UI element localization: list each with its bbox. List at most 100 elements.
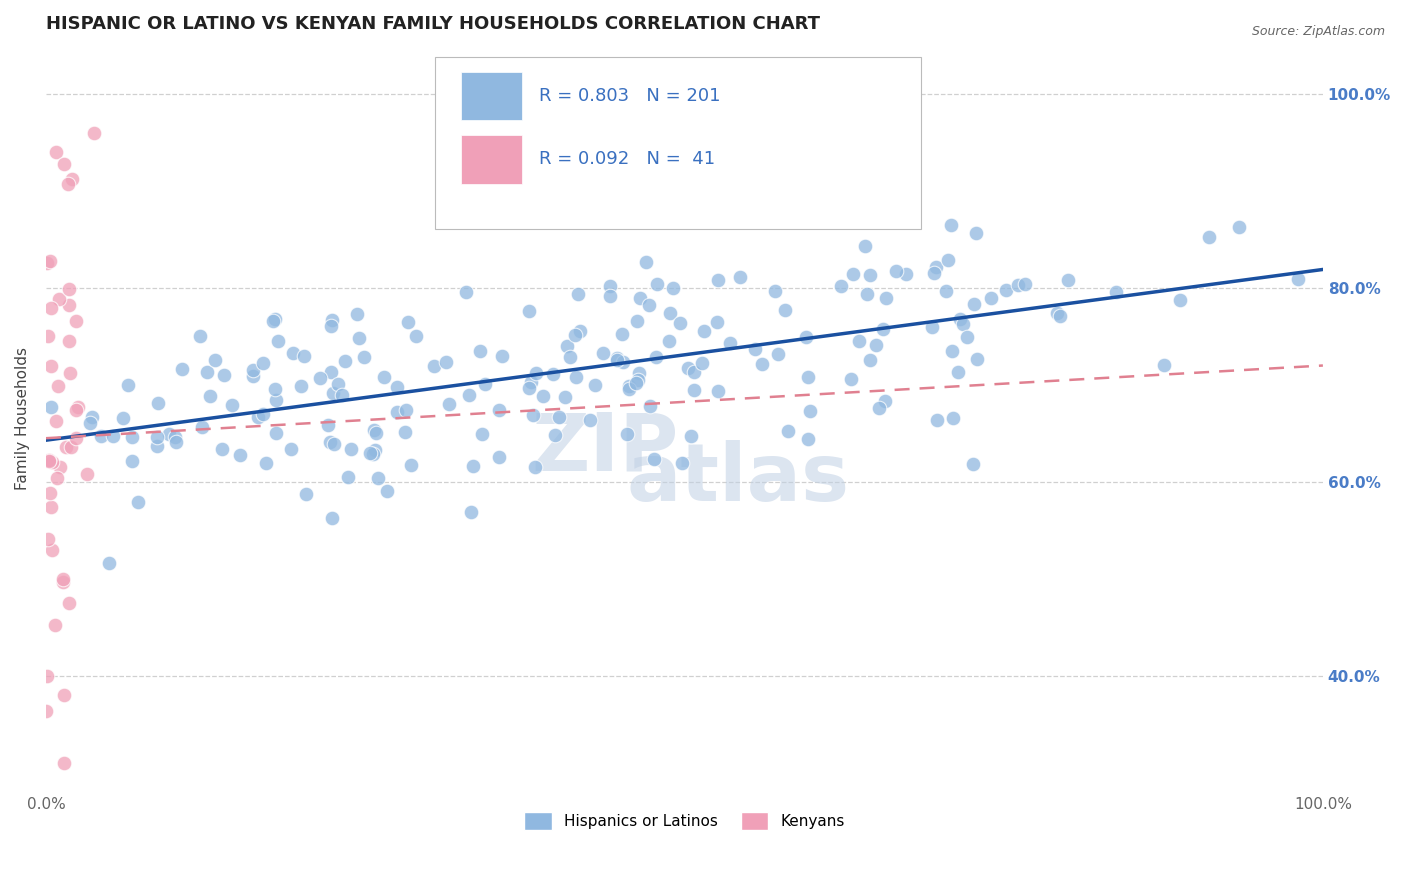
- Point: [488, 403, 510, 417]
- Point: [366, 426, 388, 441]
- Point: [363, 447, 385, 461]
- Point: [1007, 277, 1029, 292]
- Point: [195, 365, 218, 379]
- Point: [645, 277, 668, 292]
- Point: [645, 214, 668, 228]
- Point: [454, 285, 477, 300]
- Point: [53, 688, 76, 702]
- Point: [37, 532, 59, 546]
- Point: [744, 342, 766, 356]
- Point: [569, 324, 592, 338]
- Point: [66, 400, 89, 414]
- Point: [44, 617, 66, 632]
- Point: [946, 365, 969, 379]
- Point: [522, 408, 544, 422]
- Point: [643, 452, 665, 467]
- Point: [669, 316, 692, 330]
- Point: [55, 440, 77, 454]
- Point: [39, 500, 62, 514]
- Point: [693, 324, 716, 338]
- Point: [38, 254, 60, 268]
- Point: [583, 378, 606, 392]
- Point: [59, 366, 82, 380]
- Point: [884, 264, 907, 278]
- Point: [681, 429, 703, 443]
- Point: [628, 292, 651, 306]
- Text: HISPANIC OR LATINO VS KENYAN FAMILY HOUSEHOLDS CORRELATION CHART: HISPANIC OR LATINO VS KENYAN FAMILY HOUS…: [46, 15, 820, 33]
- Point: [434, 354, 457, 368]
- Point: [616, 426, 638, 441]
- Point: [48, 293, 70, 307]
- Point: [58, 298, 80, 312]
- Point: [865, 338, 887, 352]
- Point: [38, 452, 60, 467]
- Point: [308, 371, 330, 385]
- Point: [592, 346, 614, 360]
- Point: [423, 359, 446, 374]
- Point: [692, 356, 714, 370]
- Point: [548, 410, 571, 425]
- Point: [461, 458, 484, 473]
- Point: [41, 455, 63, 469]
- Point: [872, 322, 894, 336]
- Text: atlas: atlas: [627, 440, 851, 517]
- Point: [671, 456, 693, 470]
- Point: [321, 511, 343, 525]
- Point: [395, 402, 418, 417]
- Point: [290, 379, 312, 393]
- Point: [619, 378, 641, 392]
- Point: [661, 281, 683, 295]
- FancyBboxPatch shape: [461, 136, 522, 184]
- Point: [353, 350, 375, 364]
- Point: [638, 298, 661, 312]
- Point: [35, 668, 58, 682]
- Point: [579, 413, 602, 427]
- Point: [763, 284, 786, 298]
- Point: [939, 218, 962, 232]
- Point: [332, 388, 354, 402]
- Point: [543, 367, 565, 381]
- Legend: Hispanics or Latinos, Kenyans: Hispanics or Latinos, Kenyans: [517, 805, 851, 837]
- Point: [599, 289, 621, 303]
- Point: [211, 442, 233, 456]
- Point: [799, 404, 821, 418]
- Point: [842, 267, 865, 281]
- Point: [707, 272, 730, 286]
- Point: [728, 269, 751, 284]
- Point: [319, 435, 342, 450]
- Point: [458, 387, 481, 401]
- Text: Source: ZipAtlas.com: Source: ZipAtlas.com: [1251, 25, 1385, 38]
- Point: [58, 282, 80, 296]
- Point: [316, 418, 339, 433]
- Point: [952, 317, 974, 331]
- Point: [606, 353, 628, 368]
- Point: [517, 381, 540, 395]
- Point: [644, 350, 666, 364]
- Point: [45, 414, 67, 428]
- Point: [319, 318, 342, 333]
- Point: [491, 349, 513, 363]
- Point: [873, 394, 896, 409]
- Point: [267, 334, 290, 349]
- Point: [165, 434, 187, 449]
- Point: [796, 432, 818, 446]
- Point: [617, 382, 640, 396]
- Point: [707, 384, 730, 399]
- Point: [626, 376, 648, 391]
- Point: [396, 315, 419, 329]
- Point: [768, 347, 790, 361]
- Point: [340, 442, 363, 457]
- Point: [612, 355, 634, 369]
- Point: [349, 331, 371, 345]
- Point: [1229, 219, 1251, 234]
- Point: [48, 459, 70, 474]
- Point: [53, 756, 76, 770]
- FancyBboxPatch shape: [461, 71, 522, 120]
- Point: [254, 456, 277, 470]
- Point: [941, 343, 963, 358]
- Point: [980, 291, 1002, 305]
- Point: [335, 353, 357, 368]
- Point: [794, 330, 817, 344]
- Point: [520, 376, 543, 390]
- Point: [683, 365, 706, 379]
